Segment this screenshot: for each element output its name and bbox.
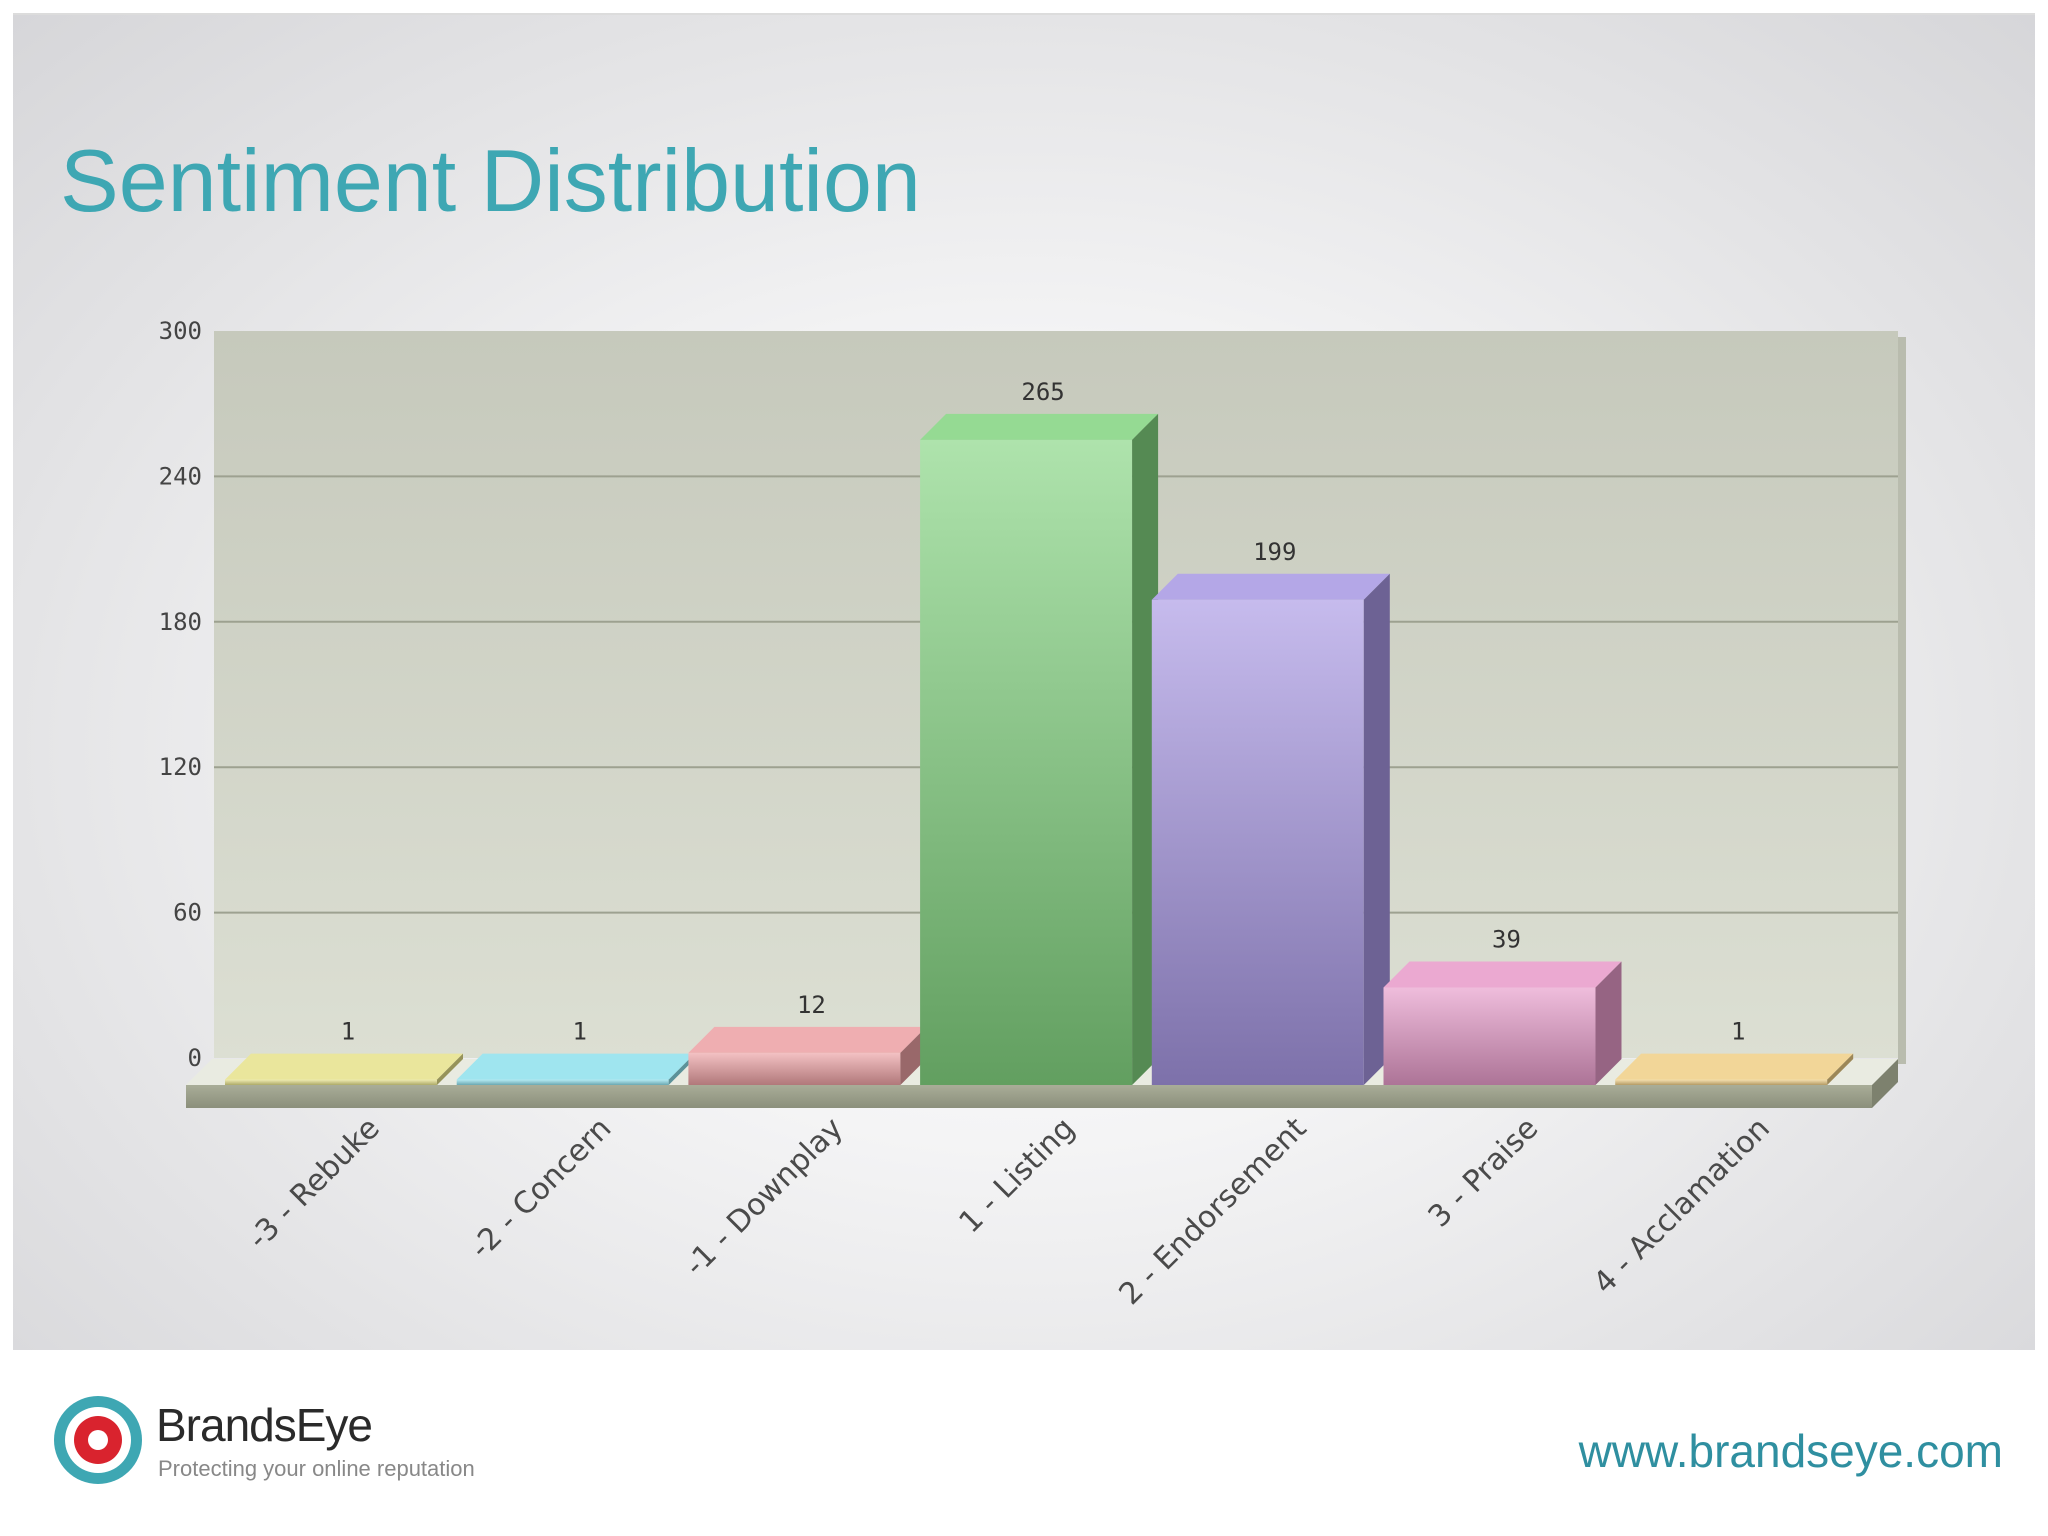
bar-front (225, 1079, 437, 1085)
bar-side (1827, 1053, 1854, 1085)
bar-side (900, 1026, 927, 1085)
bar-side (1132, 413, 1159, 1086)
bar-front (456, 1079, 669, 1085)
x-tick-label: -3 - Rebuke (241, 1111, 386, 1256)
data-label: 1 (1731, 1018, 1745, 1046)
floor-side (1872, 1059, 1898, 1108)
bar-top (920, 413, 1159, 440)
y-tick-label: 180 (159, 608, 202, 636)
bar-front (1383, 987, 1596, 1085)
y-tick-label: 60 (173, 899, 202, 927)
bar-4 (920, 413, 1159, 1086)
category-labels: -3 - Rebuke -2 - Concern -1 - Downplay 1 - … (241, 1111, 1777, 1312)
bar-front (688, 1052, 901, 1085)
data-label: 12 (797, 991, 826, 1019)
bar-top (225, 1053, 463, 1080)
bar-side (668, 1053, 695, 1085)
bar-front (1151, 599, 1364, 1085)
plot-wall-edge (1898, 337, 1906, 1064)
y-axis: 0 60 120 180 240 300 (159, 317, 202, 1072)
bars (225, 413, 1854, 1086)
y-tick-label: 300 (159, 317, 202, 345)
data-label: 1 (341, 1018, 355, 1046)
x-tick-label: 2 - Endorsement (1112, 1111, 1313, 1312)
bar-1 (225, 1053, 463, 1085)
data-label: 265 (1021, 378, 1064, 406)
floor-front (186, 1085, 1872, 1108)
x-tick-label: -2 - Concern (464, 1111, 619, 1266)
brand-logo: BrandsEye Protecting your online reputat… (50, 1392, 490, 1492)
website-url[interactable]: www.brandseye.com (1578, 1425, 2003, 1477)
bar-front (920, 439, 1133, 1086)
bar-2 (456, 1053, 695, 1085)
bar-5 (1151, 573, 1390, 1085)
y-tick-label: 120 (159, 753, 202, 781)
brand-name: BrandsEye (156, 1399, 373, 1451)
bar-top (1383, 961, 1622, 988)
data-label: 199 (1253, 538, 1296, 566)
data-label: 39 (1492, 925, 1521, 953)
bar-7 (1615, 1053, 1854, 1085)
x-tick-label: 3 - Praise (1422, 1111, 1546, 1235)
x-tick-label: 4 - Acclamation (1587, 1111, 1777, 1301)
bar-top (1151, 573, 1390, 600)
bar-top (456, 1053, 695, 1080)
target-logo-icon (54, 1396, 142, 1484)
bar-front (1615, 1079, 1828, 1085)
x-tick-label: 1 - Listing (952, 1111, 1081, 1240)
bar-side (1595, 961, 1622, 1085)
bar-side (437, 1053, 463, 1085)
y-tick-label: 0 (188, 1044, 202, 1072)
brand-tagline: Protecting your online reputation (158, 1456, 475, 1481)
bar-3 (688, 1026, 927, 1085)
x-tick-label: -1 - Downplay (678, 1111, 850, 1283)
value-labels: 1 1 12 265 199 39 1 (341, 378, 1746, 1046)
bar-top (1615, 1053, 1854, 1080)
bar-6 (1383, 961, 1622, 1085)
data-label: 1 (572, 1018, 586, 1046)
bar-side (1363, 573, 1390, 1085)
page-title: Sentiment Distribution (60, 131, 921, 230)
bar-top (688, 1026, 927, 1053)
y-tick-label: 240 (159, 462, 202, 490)
